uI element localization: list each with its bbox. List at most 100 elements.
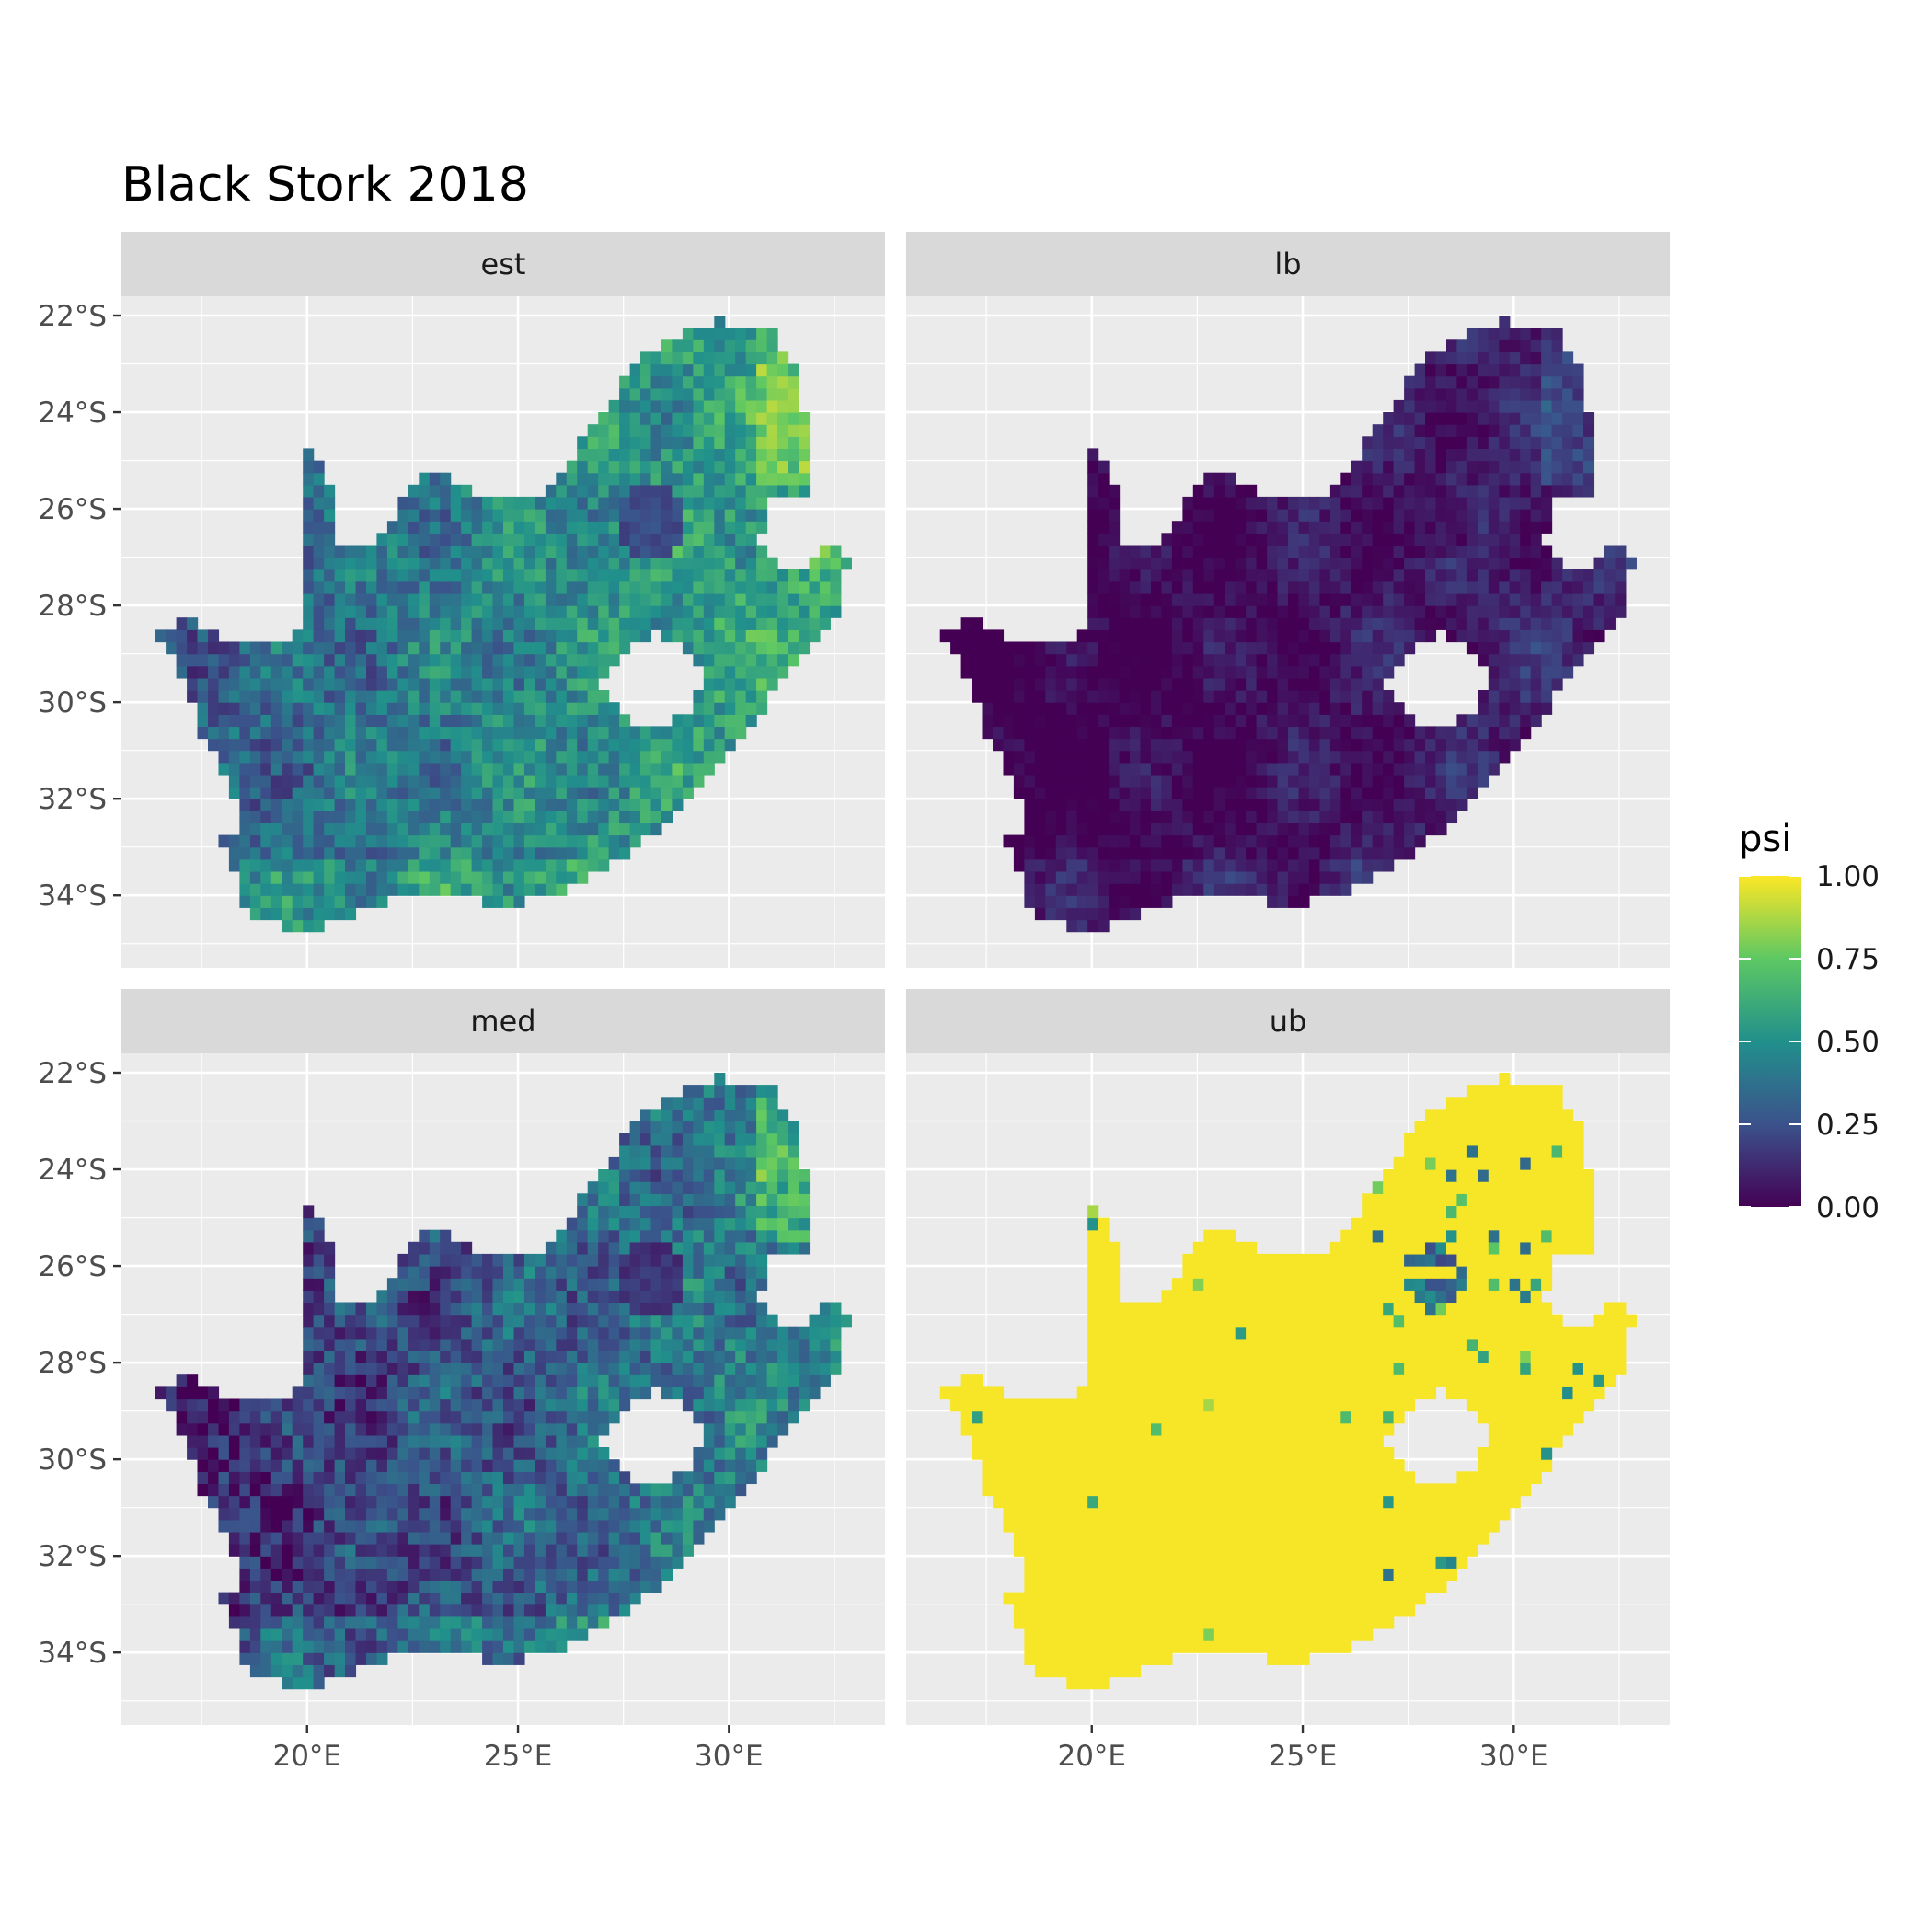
- raster-cell: [619, 762, 631, 776]
- raster-cell: [598, 557, 610, 570]
- raster-cell: [503, 653, 515, 667]
- raster-cell: [556, 1544, 568, 1557]
- raster-cell: [334, 605, 346, 618]
- raster-cell: [492, 677, 504, 691]
- raster-cell: [1541, 484, 1553, 498]
- raster-cell: [982, 641, 994, 655]
- raster-cell: [1340, 738, 1352, 752]
- raster-cell: [1351, 726, 1363, 740]
- raster-cell: [1213, 762, 1225, 776]
- raster-cell: [376, 533, 388, 546]
- raster-cell: [1130, 811, 1142, 824]
- raster-cell: [1541, 339, 1553, 353]
- raster-cell: [545, 774, 557, 788]
- raster-cell: [282, 1664, 293, 1678]
- raster-cell: [1055, 799, 1067, 811]
- raster-cell: [1393, 774, 1405, 788]
- raster-cell: [735, 436, 747, 450]
- raster-cell: [166, 1398, 178, 1412]
- raster-cell: [556, 846, 568, 860]
- raster-cell: [1551, 399, 1563, 413]
- raster-cell: [1488, 653, 1500, 667]
- raster-cell: [1414, 834, 1426, 848]
- raster-cell: [1109, 617, 1121, 630]
- raster-cell: [1203, 822, 1215, 836]
- raster-cell: [461, 496, 473, 510]
- raster-cell: [1478, 641, 1489, 655]
- raster-cell: [535, 1351, 546, 1363]
- raster-cell: [577, 1556, 589, 1569]
- raster-cell: [461, 1592, 473, 1605]
- raster-cell: [1478, 738, 1489, 752]
- raster-cell: [577, 557, 589, 570]
- raster-cell: [513, 677, 525, 691]
- raster-cell: [450, 690, 462, 703]
- raster-cell: [1087, 811, 1099, 824]
- raster-cell: [608, 1580, 620, 1593]
- raster-cell: [313, 919, 325, 933]
- raster-cell: [1414, 617, 1426, 630]
- raster-cell: [1013, 738, 1025, 752]
- raster-cell: [429, 629, 441, 643]
- raster-cell: [1013, 726, 1025, 740]
- raster-cell: [1277, 496, 1289, 510]
- raster-cell: [766, 593, 778, 606]
- raster-cell: [1393, 738, 1405, 752]
- raster-cell: [1288, 629, 1300, 643]
- raster-cell: [1171, 883, 1183, 896]
- raster-cell: [724, 328, 736, 340]
- raster-cell: [386, 1640, 398, 1653]
- raster-cell: [724, 496, 736, 510]
- raster-cell: [661, 545, 673, 558]
- raster-cell: [1151, 629, 1163, 643]
- raster-cell: [587, 750, 599, 764]
- raster-cell: [270, 846, 282, 860]
- raster-cell: [1225, 617, 1236, 630]
- raster-cell: [303, 1531, 315, 1545]
- raster-cell: [355, 1507, 367, 1521]
- raster-cell: [1351, 738, 1363, 752]
- raster-cell: [1308, 521, 1320, 534]
- raster-cell: [745, 1422, 757, 1436]
- raster-cell: [503, 1326, 515, 1340]
- raster-cell: [745, 641, 757, 655]
- raster-cell: [1130, 834, 1142, 848]
- raster-cell: [345, 846, 357, 860]
- raster-cell: [714, 316, 726, 328]
- raster-cell: [1213, 545, 1225, 558]
- raster-cell: [1246, 787, 1258, 799]
- raster-cell: [756, 677, 768, 691]
- raster-cell: [1246, 811, 1258, 824]
- raster-cell: [1435, 424, 1447, 437]
- raster-cell: [545, 484, 557, 498]
- raster-cell: [1308, 822, 1320, 836]
- raster-cell: [1393, 569, 1405, 582]
- raster-cell: [735, 339, 747, 353]
- raster-cell: [386, 799, 398, 811]
- raster-cell: [239, 1652, 251, 1665]
- raster-cell: [313, 1519, 325, 1533]
- raster-cell: [556, 496, 568, 510]
- raster-cell: [503, 871, 515, 884]
- raster-cell: [566, 545, 578, 558]
- raster-cell: [1456, 521, 1468, 534]
- raster-cell: [1383, 641, 1395, 655]
- raster-cell: [545, 1580, 557, 1593]
- raster-cell: [566, 1447, 578, 1460]
- raster-cell: [788, 653, 799, 667]
- raster-cell: [1203, 774, 1215, 788]
- raster-cell: [556, 787, 568, 799]
- raster-cell: [1192, 617, 1204, 630]
- raster-cell: [376, 1434, 388, 1448]
- raster-cell: [1066, 762, 1078, 776]
- raster-cell: [1213, 750, 1225, 764]
- raster-cell: [513, 641, 525, 655]
- raster-cell: [270, 1592, 282, 1605]
- raster-cell: [513, 1580, 525, 1593]
- raster-cell: [1435, 363, 1447, 377]
- raster-cell: [408, 593, 420, 606]
- raster-cell: [598, 496, 610, 510]
- raster-cell: [408, 738, 420, 752]
- raster-cell: [1435, 448, 1447, 462]
- raster-cell: [461, 834, 473, 848]
